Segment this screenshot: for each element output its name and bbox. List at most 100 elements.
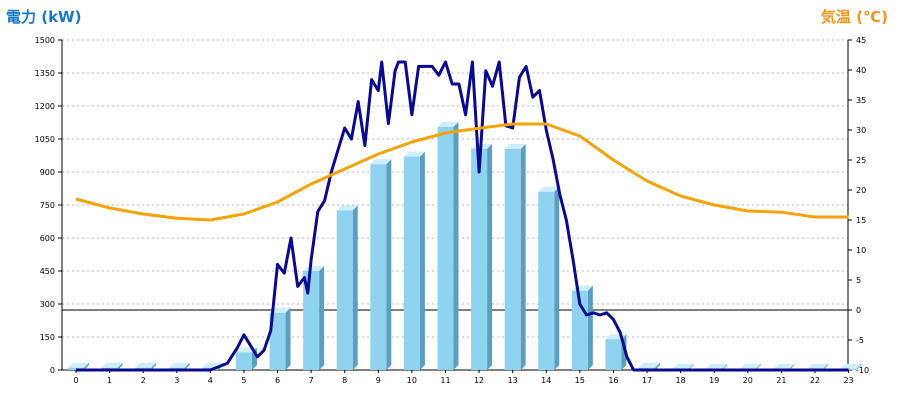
- y-left-tick-label: 1500: [35, 36, 55, 45]
- bar: [437, 121, 459, 371]
- bar-side: [587, 285, 593, 370]
- bar-top: [336, 205, 358, 211]
- x-tick-label: 22: [810, 376, 820, 385]
- y-right-tick-label: 15: [856, 216, 866, 225]
- x-tick-label: 4: [208, 376, 213, 385]
- bar-top: [706, 363, 728, 369]
- bar-side: [386, 159, 392, 370]
- x-tick-label: 12: [474, 376, 484, 385]
- x-tick-label: 14: [541, 376, 551, 385]
- y-left-tick-label: 1350: [35, 69, 55, 78]
- bar-side: [487, 143, 493, 370]
- bar-top: [370, 159, 392, 165]
- y-left-tick-label: 300: [40, 300, 55, 309]
- x-tick-label: 13: [508, 376, 518, 385]
- bar-top: [538, 186, 560, 192]
- bar-top: [773, 363, 795, 369]
- y-right-axis-title: 気温 (℃): [820, 8, 888, 26]
- bar-top: [135, 362, 157, 368]
- bar-side: [688, 363, 694, 370]
- y-left-tick-label: 150: [40, 333, 55, 342]
- x-tick-label: 16: [608, 376, 618, 385]
- y-right-tick-label: 45: [856, 36, 866, 45]
- bar-top: [672, 363, 694, 369]
- bar: [370, 159, 392, 370]
- x-tick-label: 23: [843, 376, 853, 385]
- y-left-tick-label: 900: [40, 168, 55, 177]
- bar-side: [520, 143, 526, 370]
- y-right-tick-label: 0: [856, 306, 861, 315]
- y-left-tick-label: 0: [50, 366, 55, 375]
- bar-side: [856, 363, 862, 370]
- x-tick-label: 19: [709, 376, 719, 385]
- x-tick-label: 11: [440, 376, 450, 385]
- bar-front: [403, 156, 420, 370]
- bar: [269, 307, 291, 370]
- x-tick-label: 7: [309, 376, 314, 385]
- x-tick-label: 10: [407, 376, 417, 385]
- bar-front: [303, 271, 320, 370]
- bar: [471, 143, 493, 370]
- y-left-tick-label: 750: [40, 201, 55, 210]
- y-right-tick-label: 10: [856, 246, 866, 255]
- bar-front: [504, 148, 521, 370]
- x-tick-label: 6: [275, 376, 280, 385]
- bar-front: [471, 148, 488, 370]
- y-left-tick-label: 1200: [35, 102, 55, 111]
- y-right-tick-label: 40: [856, 66, 866, 75]
- bar-front: [538, 191, 555, 370]
- x-tick-label: 1: [107, 376, 112, 385]
- bar-top: [437, 121, 459, 127]
- x-tick-label: 0: [73, 376, 78, 385]
- bar-front: [269, 312, 286, 370]
- bar-top: [840, 363, 862, 369]
- power-line: [76, 60, 849, 372]
- x-tick-label: 8: [342, 376, 347, 385]
- bar-front: [336, 210, 353, 370]
- bar-side: [789, 363, 795, 370]
- bar: [403, 151, 425, 370]
- bar-top: [739, 363, 761, 369]
- bar-side: [319, 266, 325, 370]
- bar-top: [504, 143, 526, 149]
- bar-top: [168, 362, 190, 368]
- x-tick-label: 20: [743, 376, 753, 385]
- x-tick-label: 5: [241, 376, 246, 385]
- bar-front: [605, 339, 622, 370]
- x-tick-label: 18: [676, 376, 686, 385]
- bar-top: [806, 363, 828, 369]
- bar: [303, 266, 325, 370]
- x-tick-label: 2: [141, 376, 146, 385]
- bar-side: [117, 362, 123, 370]
- y-right-tick-label: 30: [856, 126, 866, 135]
- y-left-axis-title: 電力 (kW): [6, 8, 82, 26]
- bar-top: [101, 362, 123, 368]
- x-tick-label: 15: [575, 376, 585, 385]
- y-right-tick-label: 35: [856, 96, 866, 105]
- bar-side: [453, 121, 459, 371]
- y-right-tick-label: -5: [856, 336, 864, 345]
- bar: [504, 143, 526, 370]
- y-right-tick-label: 20: [856, 186, 866, 195]
- bar-side: [151, 362, 157, 370]
- bar-side: [755, 363, 761, 370]
- bar-top: [68, 362, 89, 368]
- bar-top: [303, 266, 325, 271]
- temperature-line: [75, 122, 849, 222]
- bar-front: [235, 352, 252, 370]
- bar-top: [403, 151, 425, 157]
- y-left-tick-label: 450: [40, 267, 55, 276]
- bar: [538, 186, 560, 370]
- bar-front: [437, 126, 454, 371]
- x-tick-label: 21: [776, 376, 786, 385]
- bar-side: [722, 363, 728, 370]
- bar-side: [419, 151, 425, 370]
- bar-side: [655, 362, 661, 370]
- x-tick-label: 3: [174, 376, 179, 385]
- bar: [336, 205, 358, 370]
- y-left-tick-label: 1050: [35, 135, 55, 144]
- bar-side: [822, 363, 828, 370]
- bar-front: [370, 164, 387, 370]
